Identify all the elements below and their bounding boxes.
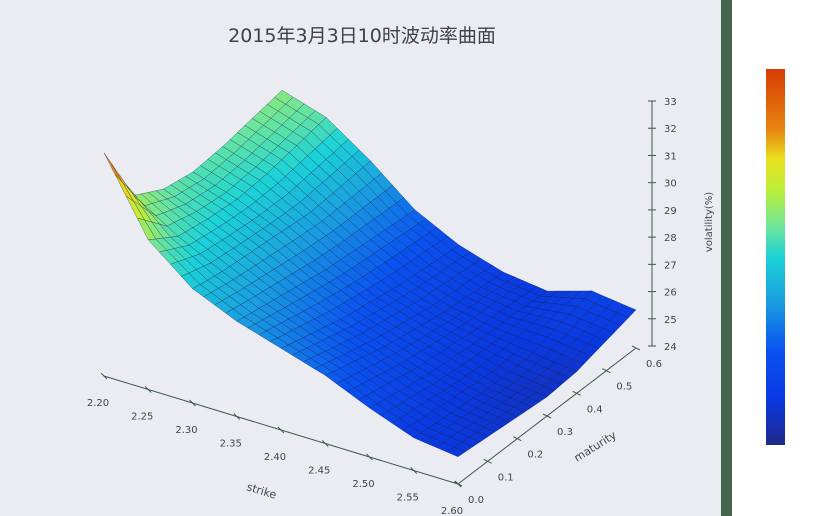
x-tick-label: 2.55: [397, 493, 419, 504]
y-tick-mark: [572, 390, 581, 396]
z-tick-label: 26: [664, 288, 677, 299]
x-tick-label: 2.60: [441, 506, 463, 516]
x-tick-label: 2.25: [131, 412, 153, 423]
y-tick-label: 0.6: [646, 359, 662, 370]
y-tick-mark: [453, 481, 463, 487]
x-tick-mark: [144, 386, 152, 393]
z-tick-label: 29: [664, 206, 677, 217]
x-tick-mark: [189, 399, 196, 407]
z-tick-label: 33: [664, 97, 677, 108]
y-tick-mark: [631, 345, 641, 351]
x-tick-mark: [100, 372, 108, 380]
z-tick-label: 27: [664, 260, 677, 271]
x-tick-mark: [366, 453, 373, 461]
x-axis-label: strike: [245, 480, 278, 501]
axes-layer: 2.20 2.25 2.30 2.35 2.40 2.45 2.50 2.55 2.60 0.0 0…: [87, 97, 677, 516]
x-tick-mark: [277, 426, 285, 434]
surface-cell: [111, 163, 131, 191]
x-tick-label: 2.30: [175, 425, 197, 436]
x-tick-mark: [321, 440, 329, 447]
x-tick-mark: [233, 413, 241, 420]
surface-cell: [103, 152, 123, 183]
x-tick-label: 2.50: [352, 479, 374, 490]
z-tick-label: 28: [664, 233, 677, 244]
z-tick-label: 32: [664, 124, 677, 135]
z-tick-label: 25: [664, 315, 677, 326]
x-tick-mark: [410, 467, 418, 474]
colorbar: [766, 69, 785, 445]
y-tick-label: 0.3: [557, 427, 573, 438]
y-tick-mark: [602, 368, 611, 374]
y-tick-label: 0.0: [468, 495, 484, 506]
z-axis-label: volatility(%): [704, 192, 715, 252]
x-tick-label: 2.20: [87, 398, 109, 409]
surface-cell: [114, 174, 134, 202]
x-tick-label: 2.45: [308, 466, 330, 477]
y-tick-label: 0.2: [527, 450, 543, 461]
y-tick-mark: [513, 436, 522, 442]
y-tick-mark: [542, 413, 552, 419]
surface-cell: [274, 89, 294, 105]
y-axis-label: maturity: [572, 428, 619, 464]
chart-title: 2015年3月3日10时波动率曲面: [228, 25, 496, 47]
y-tick-label: 0.1: [498, 472, 514, 483]
x-tick-label: 2.40: [264, 452, 286, 463]
y-tick-mark: [483, 458, 492, 464]
x-tick-label: 2.35: [220, 439, 242, 450]
surface-layer: [103, 89, 637, 458]
z-tick-label: 31: [664, 151, 677, 162]
y-tick-label: 0.4: [587, 404, 603, 415]
y-tick-label: 0.5: [616, 382, 632, 393]
z-tick-label: 30: [664, 179, 677, 190]
z-tick-label: 24: [664, 342, 677, 353]
